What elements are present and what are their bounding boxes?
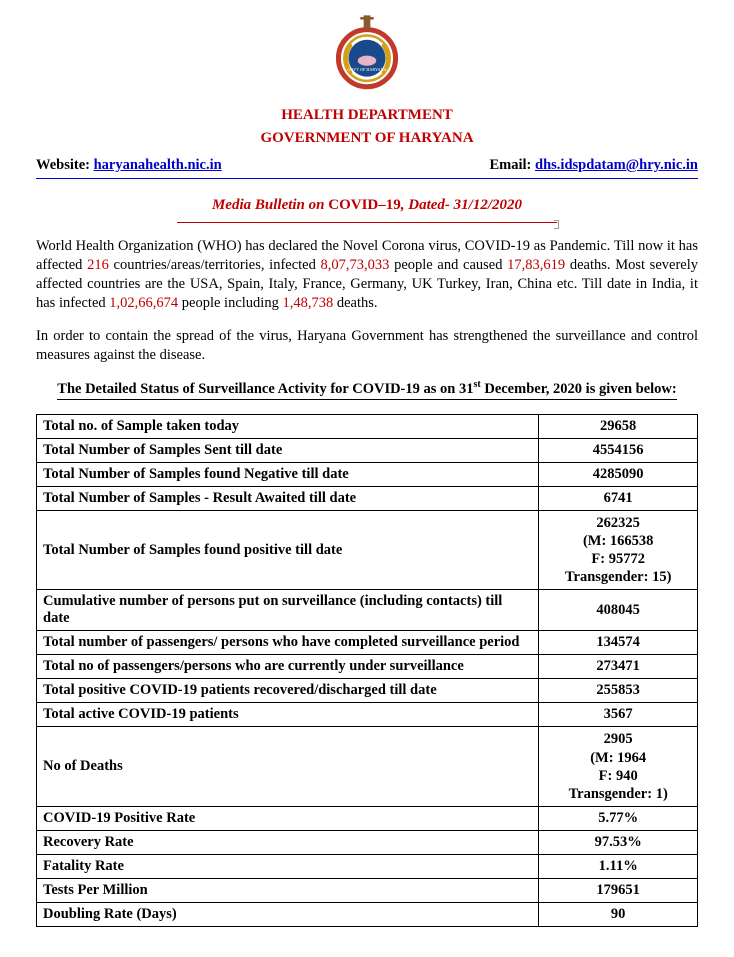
p1-n3: 17,83,619 — [507, 257, 565, 273]
row-value: 4285090 — [539, 462, 698, 486]
row-label: Doubling Rate (Days) — [37, 902, 539, 926]
row-label: COVID-19 Positive Rate — [37, 806, 539, 830]
bulletin-prefix: Media Bulletin on — [212, 197, 328, 213]
row-value: 262325(M: 166538F: 95772Transgender: 15) — [539, 510, 698, 590]
p1-t2: countries/areas/territories, infected — [109, 257, 321, 273]
bulletin-covid: COVID–19 — [328, 197, 401, 213]
website-label: Website: — [36, 157, 94, 173]
row-value: 179651 — [539, 878, 698, 902]
table-row: Total no of passengers/persons who are c… — [37, 655, 698, 679]
row-label: Total active COVID-19 patients — [37, 703, 539, 727]
table-row: Total Number of Samples found Negative t… — [37, 462, 698, 486]
row-value: 6741 — [539, 486, 698, 510]
svg-text:GOVT OF HARYANA: GOVT OF HARYANA — [347, 67, 386, 72]
table-row: Total number of passengers/ persons who … — [37, 631, 698, 655]
row-value: 255853 — [539, 679, 698, 703]
row-label: Total Number of Samples Sent till date — [37, 438, 539, 462]
email-label: Email: — [490, 157, 536, 173]
row-label: Total Number of Samples found Negative t… — [37, 462, 539, 486]
bulletin-suffix: , Dated- 31/12/2020 — [401, 197, 522, 213]
intro-paragraph-1: World Health Organization (WHO) has decl… — [36, 237, 698, 312]
table-row: Total Number of Samples Sent till date45… — [37, 438, 698, 462]
row-value: 2905(M: 1964F: 940Transgender: 1) — [539, 727, 698, 807]
table-heading: The Detailed Status of Surveillance Acti… — [57, 379, 676, 400]
subhead-p2: December, 2020 is given below: — [481, 381, 677, 397]
p1-t6: deaths. — [333, 295, 377, 311]
contact-row: Website: haryanahealth.nic.in Email: dhs… — [36, 157, 698, 174]
table-row: COVID-19 Positive Rate5.77% — [37, 806, 698, 830]
bulletin-title: Media Bulletin on COVID–19, Dated- 31/12… — [36, 197, 698, 214]
table-row: Doubling Rate (Days)90 — [37, 902, 698, 926]
table-row: Total positive COVID-19 patients recover… — [37, 679, 698, 703]
row-label: Total no. of Sample taken today — [37, 414, 539, 438]
p1-n1: 216 — [87, 257, 109, 273]
row-value: 134574 — [539, 631, 698, 655]
row-label: Tests Per Million — [37, 878, 539, 902]
table-row: Total Number of Samples found positive t… — [37, 510, 698, 590]
p1-n2: 8,07,73,033 — [321, 257, 390, 273]
surveillance-table: Total no. of Sample taken today29658Tota… — [36, 414, 698, 927]
table-row: Total no. of Sample taken today29658 — [37, 414, 698, 438]
table-row: Total active COVID-19 patients3567 — [37, 703, 698, 727]
email-block: Email: dhs.idspdatam@hry.nic.in — [490, 157, 699, 174]
table-row: No of Deaths2905(M: 1964F: 940Transgende… — [37, 727, 698, 807]
table-row: Cumulative number of persons put on surv… — [37, 590, 698, 631]
p1-t3: people and caused — [389, 257, 507, 273]
row-value: 273471 — [539, 655, 698, 679]
row-label: Total no of passengers/persons who are c… — [37, 655, 539, 679]
row-value: 408045 — [539, 590, 698, 631]
row-value: 5.77% — [539, 806, 698, 830]
red-underline — [177, 222, 557, 223]
row-label: Total number of passengers/ persons who … — [37, 631, 539, 655]
email-link[interactable]: dhs.idspdatam@hry.nic.in — [535, 157, 698, 173]
subhead-p1: The Detailed Status of Surveillance Acti… — [57, 381, 473, 397]
table-row: Tests Per Million179651 — [37, 878, 698, 902]
row-value: 29658 — [539, 414, 698, 438]
row-label: Fatality Rate — [37, 854, 539, 878]
table-row: Fatality Rate1.11% — [37, 854, 698, 878]
row-label: Total Number of Samples found positive t… — [37, 510, 539, 590]
table-row: Total Number of Samples - Result Awaited… — [37, 486, 698, 510]
website-block: Website: haryanahealth.nic.in — [36, 157, 222, 174]
row-value: 90 — [539, 902, 698, 926]
row-label: Recovery Rate — [37, 830, 539, 854]
intro-paragraph-2: In order to contain the spread of the vi… — [36, 327, 698, 365]
government-name: GOVERNMENT OF HARYANA — [36, 130, 698, 147]
state-emblem: GOVT OF HARYANA — [36, 12, 698, 101]
row-label: Cumulative number of persons put on surv… — [37, 590, 539, 631]
row-value: 3567 — [539, 703, 698, 727]
p1-t5: people including — [178, 295, 282, 311]
p1-n4: 1,02,66,674 — [109, 295, 178, 311]
website-link[interactable]: haryanahealth.nic.in — [94, 157, 222, 173]
p1-n5: 1,48,738 — [282, 295, 333, 311]
divider-line — [36, 178, 698, 179]
row-label: Total Number of Samples - Result Awaited… — [37, 486, 539, 510]
table-row: Recovery Rate97.53% — [37, 830, 698, 854]
row-label: No of Deaths — [37, 727, 539, 807]
row-value: 4554156 — [539, 438, 698, 462]
row-label: Total positive COVID-19 patients recover… — [37, 679, 539, 703]
row-value: 97.53% — [539, 830, 698, 854]
department-name: HEALTH DEPARTMENT — [36, 107, 698, 124]
row-value: 1.11% — [539, 854, 698, 878]
subhead-sup: st — [473, 379, 480, 390]
